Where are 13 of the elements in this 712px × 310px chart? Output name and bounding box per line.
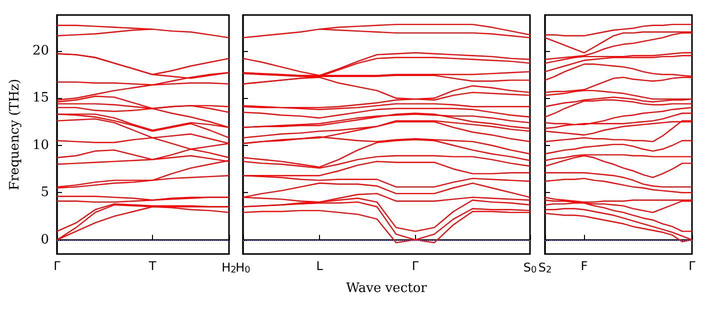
x-tick-label: L	[316, 259, 324, 273]
y-tick-label: 15	[32, 90, 49, 106]
y-tick-label: 10	[32, 138, 49, 153]
y-tick-label: 5	[40, 185, 49, 200]
x-tick-label: Γ	[688, 259, 696, 273]
y-tick-label: 0	[40, 232, 49, 248]
x-tick-label: T	[148, 259, 157, 273]
x-tick-label: Γ	[412, 259, 419, 273]
y-tick-label: 20	[32, 43, 49, 58]
y-axis-title: Frequency (THz)	[8, 78, 23, 190]
x-axis-title: Wave vector	[346, 281, 428, 296]
x-tick-label: Γ	[54, 259, 61, 273]
x-tick-label: F	[580, 259, 588, 273]
